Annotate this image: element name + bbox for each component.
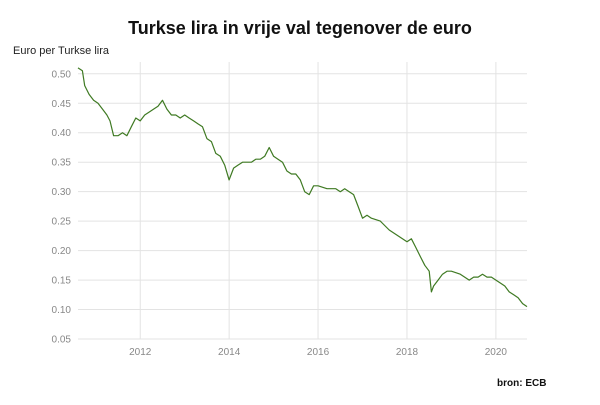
x-tick-label: 2016 xyxy=(307,347,330,358)
x-tick-label: 2014 xyxy=(218,347,241,358)
source-label: bron: ECB xyxy=(497,378,547,389)
y-tick-label: 0.25 xyxy=(52,217,72,228)
gridlines xyxy=(78,62,527,340)
y-tick-labels: 0.05 0.10 0.15 0.20 0.25 0.30 0.35 0.40 0.45 0.50 xyxy=(52,69,72,345)
y-tick-label: 0.50 xyxy=(52,69,72,80)
y-tick-label: 0.45 xyxy=(52,99,72,110)
chart-title: Turkse lira in vrije val tegenover de eu… xyxy=(128,18,472,38)
x-tick-label: 2012 xyxy=(129,347,152,358)
y-tick-label: 0.20 xyxy=(52,246,72,257)
x-tick-label: 2018 xyxy=(396,347,419,358)
y-tick-label: 0.40 xyxy=(52,128,72,139)
y-tick-label: 0.35 xyxy=(52,158,72,169)
y-tick-label: 0.10 xyxy=(52,305,72,316)
y-axis-label: Euro per Turkse lira xyxy=(13,45,109,57)
exchange-rate-line xyxy=(77,67,528,308)
y-tick-label: 0.15 xyxy=(52,276,72,287)
x-tick-label: 2020 xyxy=(485,347,508,358)
y-tick-label: 0.30 xyxy=(52,187,72,198)
x-tick-labels: 2012 2014 2016 2018 2020 xyxy=(129,347,507,358)
y-tick-label: 0.05 xyxy=(52,335,72,346)
